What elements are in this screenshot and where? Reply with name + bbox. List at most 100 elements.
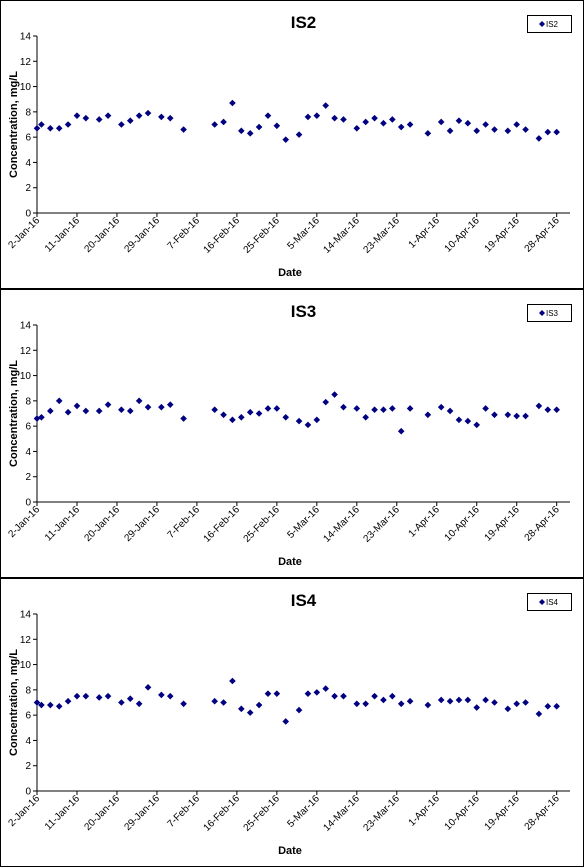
- data-point: [47, 124, 54, 132]
- data-point: [473, 127, 481, 135]
- data-point: [380, 119, 387, 127]
- y-tick-label: 10: [20, 660, 32, 671]
- data-point: [522, 412, 529, 420]
- legend: IS4: [527, 593, 572, 611]
- legend-box: [527, 15, 572, 33]
- data-point: [64, 121, 72, 128]
- data-point: [135, 112, 143, 119]
- data-point: [389, 692, 396, 700]
- y-tick-label: 10: [20, 371, 32, 382]
- legend-label: IS4: [546, 598, 559, 607]
- y-tick-label: 2: [25, 761, 31, 772]
- data-point: [322, 685, 330, 692]
- data-point: [273, 690, 281, 697]
- data-point: [464, 119, 472, 127]
- data-point: [331, 692, 338, 700]
- data-point: [491, 126, 498, 133]
- data-point: [158, 113, 165, 121]
- data-point: [73, 112, 81, 119]
- data-point: [535, 402, 543, 410]
- data-point: [504, 411, 512, 419]
- chart-border: [0, 289, 584, 578]
- legend-marker: [539, 310, 545, 316]
- data-point: [104, 692, 112, 700]
- data-point: [322, 102, 330, 109]
- data-point: [535, 710, 543, 718]
- data-point: [482, 121, 489, 128]
- data-point: [544, 128, 552, 136]
- data-point: [304, 421, 312, 429]
- chart-title: IS2: [291, 13, 317, 32]
- data-point: [166, 401, 174, 408]
- data-point: [238, 413, 245, 421]
- chart-panel-is4: IS4 0 2 4 6 8 10 12 14 2-Jan-16 11-Jan-16 20-Jan-16…: [0, 578, 584, 867]
- data-point: [353, 124, 361, 132]
- data-point: [104, 112, 112, 119]
- data-point: [73, 692, 81, 700]
- data-point: [513, 412, 520, 420]
- data-point: [491, 411, 498, 419]
- y-tick-label: 12: [20, 57, 32, 68]
- data-point: [82, 692, 90, 700]
- y-tick-label: 2: [25, 472, 31, 483]
- data-point: [504, 705, 512, 713]
- y-tick-label: 14: [20, 32, 32, 43]
- data-point: [126, 117, 134, 125]
- data-point: [295, 706, 303, 714]
- x-axis-title: Date: [278, 267, 302, 279]
- data-point: [166, 692, 174, 700]
- data-point: [397, 123, 405, 131]
- data-point: [455, 416, 463, 424]
- y-tick-label: 12: [20, 635, 32, 646]
- data-point: [229, 416, 236, 424]
- y-tick-label: 0: [25, 498, 31, 509]
- data-point: [38, 413, 45, 421]
- data-point: [220, 411, 227, 419]
- y-tick-label: 6: [25, 133, 31, 144]
- data-point: [535, 135, 543, 142]
- data-point: [340, 116, 347, 123]
- y-tick-label: 0: [25, 209, 31, 220]
- data-point: [229, 677, 236, 685]
- legend-box: [527, 304, 572, 322]
- data-point: [340, 692, 347, 700]
- data-point: [282, 413, 290, 421]
- data-point: [295, 131, 303, 138]
- data-point: [229, 99, 236, 107]
- legend-label: IS3: [546, 309, 559, 318]
- y-axis-title: Concentration, mg/L: [8, 649, 20, 756]
- data-point: [158, 691, 165, 699]
- data-point: [55, 397, 63, 405]
- data-point: [446, 407, 454, 415]
- data-point: [33, 415, 41, 422]
- data-point: [47, 407, 54, 415]
- x-axis-title: Date: [278, 556, 302, 568]
- data-point: [144, 684, 152, 691]
- y-tick-label: 2: [25, 183, 31, 194]
- data-point: [273, 122, 281, 130]
- data-point: [38, 121, 45, 128]
- chart-border: [0, 0, 584, 289]
- chart-panel-is2: IS2 0 2 4 6 8 10 12 14 2-Jan-16 11-Jan-16 20-Jan-16…: [0, 0, 584, 289]
- y-tick-label: 6: [25, 422, 31, 433]
- chart-title: IS4: [291, 591, 317, 610]
- data-point: [82, 407, 90, 415]
- data-point: [513, 700, 520, 708]
- data-point: [455, 117, 463, 125]
- y-tick-label: 10: [20, 82, 32, 93]
- y-tick-label: 4: [25, 736, 31, 747]
- chart-border: [0, 578, 584, 867]
- data-point: [362, 118, 369, 126]
- y-tick-label: 0: [25, 787, 31, 798]
- data-point: [220, 118, 227, 126]
- data-point: [246, 130, 254, 137]
- data-point: [522, 126, 529, 133]
- data-point: [553, 406, 560, 414]
- y-tick-label: 12: [20, 346, 32, 357]
- data-point: [33, 124, 41, 132]
- data-point: [166, 114, 174, 122]
- y-tick-label: 6: [25, 711, 31, 722]
